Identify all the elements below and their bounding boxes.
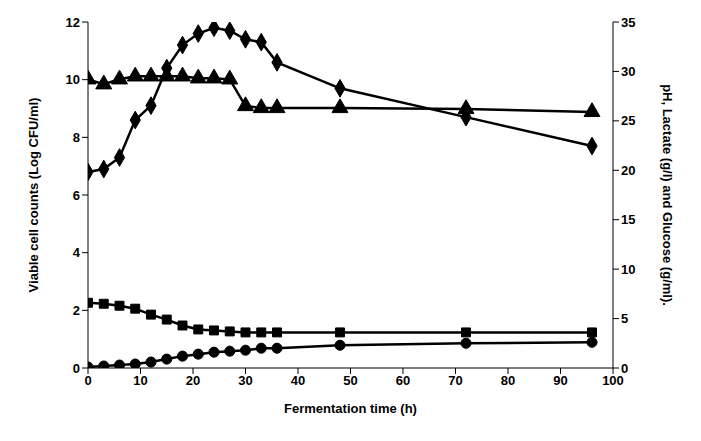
svg-text:Fermentation time (h): Fermentation time (h) <box>284 401 417 416</box>
svg-text:40: 40 <box>291 373 305 388</box>
svg-text:20: 20 <box>621 163 635 178</box>
svg-text:0: 0 <box>84 373 91 388</box>
svg-text:20: 20 <box>186 373 200 388</box>
svg-text:0: 0 <box>621 361 628 376</box>
svg-text:30: 30 <box>238 373 252 388</box>
svg-text:4: 4 <box>73 245 81 260</box>
svg-text:25: 25 <box>621 113 635 128</box>
svg-text:pH, Lactate (g/l) and Glucose: pH, Lactate (g/l) and Glucose (g/ml). <box>660 84 675 306</box>
svg-text:0: 0 <box>73 361 80 376</box>
svg-text:30: 30 <box>621 64 635 79</box>
svg-text:5: 5 <box>621 311 628 326</box>
svg-text:10: 10 <box>133 373 147 388</box>
svg-text:50: 50 <box>343 373 357 388</box>
svg-text:100: 100 <box>602 373 624 389</box>
svg-text:90: 90 <box>553 373 567 388</box>
svg-text:10: 10 <box>66 72 80 87</box>
svg-text:60: 60 <box>396 373 410 388</box>
svg-text:10: 10 <box>621 262 635 277</box>
svg-text:6: 6 <box>73 188 80 203</box>
svg-text:2: 2 <box>73 303 80 318</box>
svg-text:Viable cell counts (Log CFU/ml: Viable cell counts (Log CFU/ml) <box>26 98 41 293</box>
svg-text:8: 8 <box>73 130 80 145</box>
svg-text:70: 70 <box>448 373 462 388</box>
svg-text:15: 15 <box>621 212 635 227</box>
svg-text:35: 35 <box>621 15 635 30</box>
svg-text:12: 12 <box>66 15 80 30</box>
svg-text:80: 80 <box>501 373 515 388</box>
